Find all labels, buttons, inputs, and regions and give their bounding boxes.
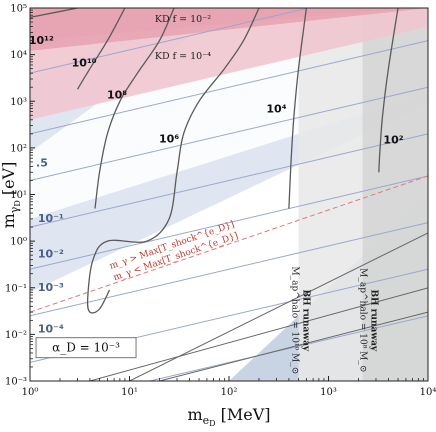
- blue-contour-line-3: [30, 133, 428, 228]
- dark-contour-label-3: 10⁶: [159, 133, 179, 146]
- bh-label-line1-1: BH runaway: [368, 289, 378, 351]
- bh-label-line2-0: M_ap^halo = 10¹⁰ M_⊙: [289, 266, 299, 374]
- gray-line-2: [159, 311, 428, 381]
- x-tick-label-1: 10¹: [121, 387, 138, 398]
- x-tick-label-2: 10²: [221, 387, 238, 398]
- y-tick-label-6: 10³: [10, 97, 27, 108]
- blue-contour-line-7: [147, 315, 428, 381]
- y-tick-label-8: 10⁵: [10, 4, 27, 15]
- plot-area: [30, 8, 428, 381]
- x-tick-label-0: 10⁰: [22, 387, 39, 398]
- y-tick-label-1: 10⁻²: [5, 330, 27, 341]
- blue-contour-line-2: [30, 86, 428, 181]
- y-axis: 10⁻³ 10⁻² 10⁻¹ 10⁰ 10¹ 10² 10³ 10⁴ 10⁵: [5, 4, 35, 388]
- dark-contour-0: [30, 8, 78, 19]
- red-boundary: [30, 175, 428, 313]
- y-tick-label-5: 10²: [10, 143, 27, 154]
- dark-contour-5: [378, 8, 399, 173]
- y-tick-label-0: 10⁻³: [5, 377, 27, 388]
- dark-contour-label-0: 10¹²: [29, 34, 54, 47]
- blue-contour-label-1: 10⁻¹: [38, 212, 64, 225]
- blue-contour-line-1: [30, 40, 428, 135]
- dark-contour-label-5: 10²: [383, 133, 403, 146]
- blue-contour-label-0: .5: [36, 156, 48, 169]
- y-tick-label-4: 10¹: [10, 190, 27, 201]
- dark-contour-label-1: 10¹⁰: [72, 57, 97, 70]
- blue-contour-line-4: [30, 175, 428, 270]
- y-tick-label-3: 10⁰: [10, 237, 27, 248]
- alpha-label: α_D = 10⁻³: [52, 341, 120, 355]
- x-axis: 10⁰ 10¹ 10² 10³ 10⁴: [22, 376, 436, 398]
- gray-line-1: [89, 287, 428, 381]
- dark-contour-label-4: 10⁴: [266, 102, 286, 115]
- kd-f2-label: KD f = 10⁻²: [155, 14, 211, 25]
- x-tick-label-4: 10⁴: [420, 387, 436, 398]
- gray-lines: [89, 232, 428, 381]
- y-tick-label-7: 10⁴: [10, 50, 27, 61]
- dark-contour-4: [288, 8, 308, 209]
- y-tick-label-2: 10⁻¹: [5, 283, 27, 294]
- blue-contour-label-4: 10⁻⁴: [38, 322, 64, 335]
- alpha-box: [35, 337, 137, 359]
- blue-contour-line-5: [30, 222, 428, 317]
- kd-f2-region-core: [30, 8, 406, 41]
- bh-label-line1-0: BH runaway: [300, 289, 310, 351]
- x-tick-label-3: 10³: [320, 387, 337, 398]
- dark-contour-label-2: 10⁸: [107, 88, 127, 101]
- dark-contour-1: [76, 8, 126, 90]
- blue-contour-label-3: 10⁻³: [38, 281, 64, 294]
- dark-contours: [30, 8, 399, 314]
- bh-label-line2-1: M_ap^halo = 10⁸ M_⊙: [357, 268, 367, 372]
- dark-contour-3: [86, 8, 260, 314]
- dark-contour-2: [94, 8, 175, 209]
- blue-contour-label-2: 10⁻²: [38, 247, 64, 260]
- x-axis-title: meD [MeV]: [187, 405, 270, 428]
- kd-f4-label: KD f = 10⁻⁴: [155, 51, 211, 62]
- red-boundary-line: [30, 175, 428, 313]
